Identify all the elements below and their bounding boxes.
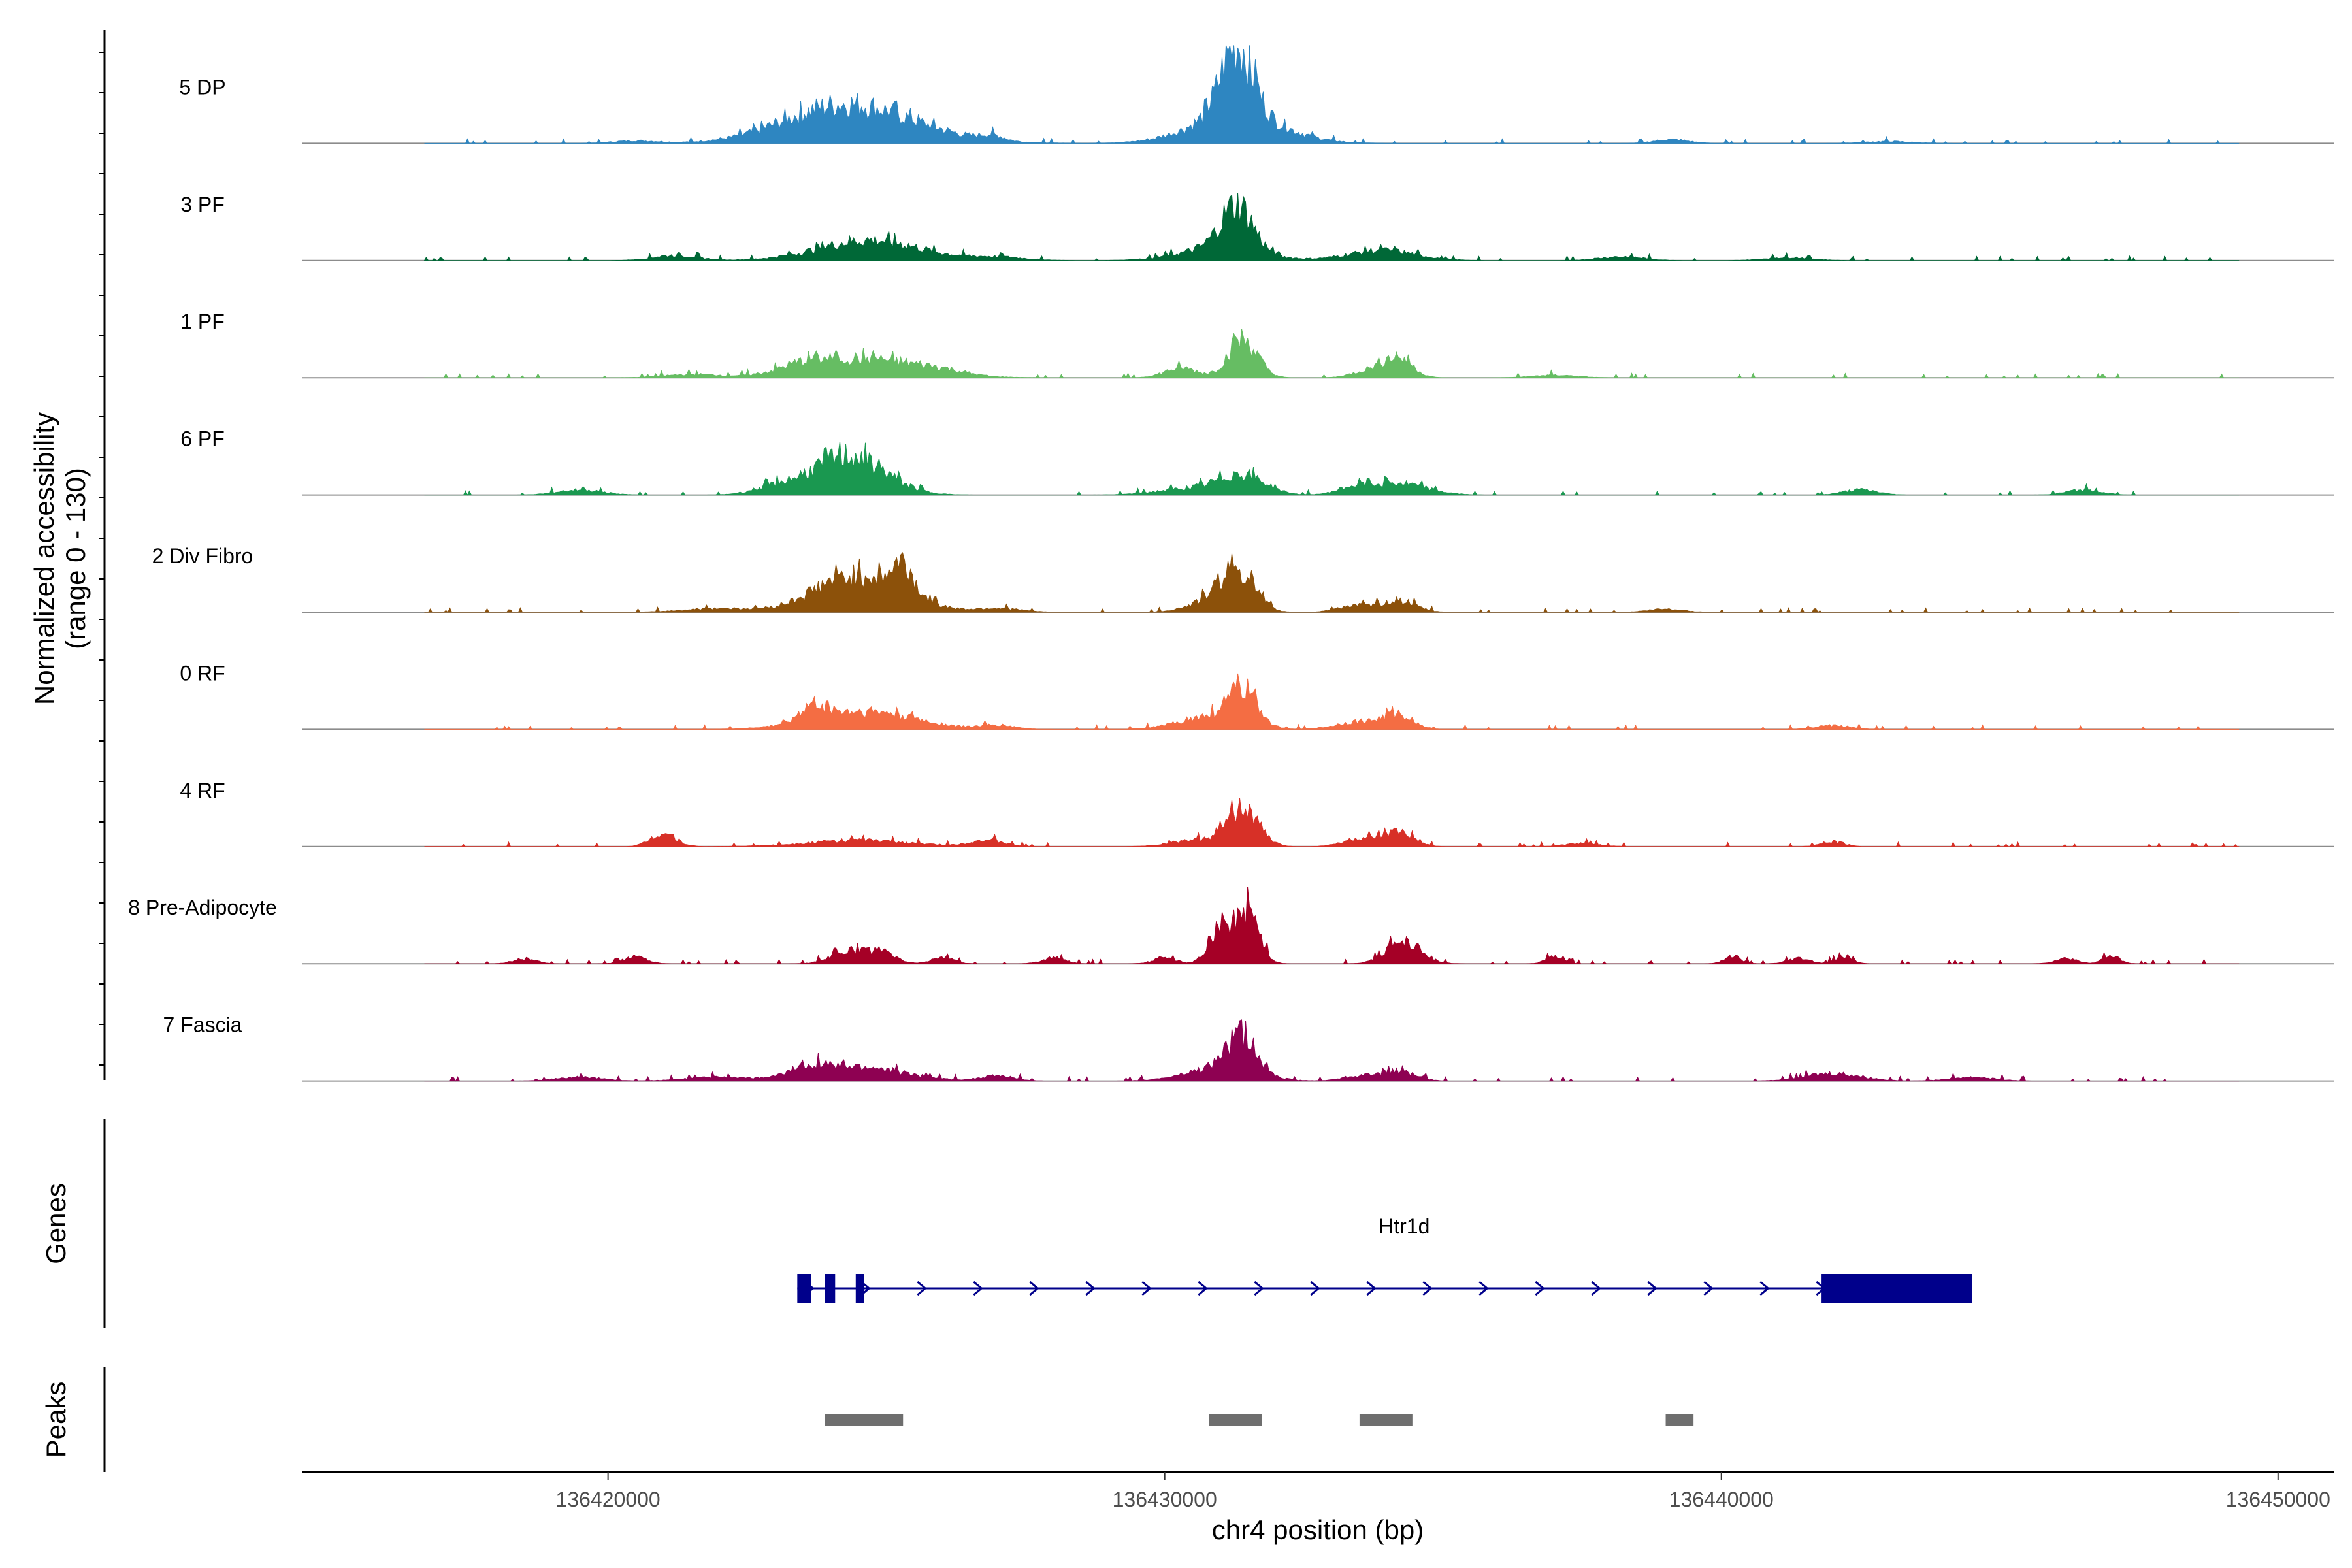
coverage-area (424, 551, 2240, 613)
gene-model: Htr1d (797, 1215, 1972, 1303)
coverage-area (424, 1019, 2240, 1082)
x-axis-title: chr4 position (bp) (1212, 1514, 1424, 1545)
coverage-area (424, 798, 2240, 847)
coverage-area (423, 192, 2240, 261)
gene-exon (855, 1274, 864, 1303)
strand-arrow (1085, 1281, 1096, 1296)
x-tick-label: 136450000 (2226, 1488, 2330, 1511)
strand-arrow (1141, 1281, 1152, 1296)
strand-arrow (1254, 1281, 1264, 1296)
strand-arrow (1759, 1281, 1770, 1296)
strand-arrow (1366, 1281, 1377, 1296)
peak-region (1359, 1414, 1413, 1426)
track-label: 0 RF (180, 661, 225, 685)
strand-arrow (1535, 1281, 1545, 1296)
coverage-area (424, 441, 2240, 496)
strand-arrow (1310, 1281, 1320, 1296)
track: 4 RF (180, 779, 2334, 847)
strand-arrow (1647, 1281, 1658, 1296)
gene-exon (1821, 1274, 1972, 1303)
track: 1 PF (180, 310, 2334, 379)
peaks-panel-label: Peaks (41, 1382, 71, 1458)
peak-regions (825, 1414, 1694, 1426)
genes-panel-label: Genes (41, 1183, 71, 1264)
y-axis-title-line2: (range 0 - 130) (60, 468, 91, 649)
track: 8 Pre-Adipocyte (128, 887, 2334, 965)
gene-exon (797, 1274, 811, 1303)
strand-arrow (973, 1281, 983, 1296)
gene-name-label: Htr1d (1379, 1215, 1429, 1238)
track: 5 DP (179, 45, 2334, 144)
y-axis-title-line1: Normalized accessibility (29, 412, 59, 705)
strand-arrow (917, 1281, 927, 1296)
track-label: 2 Div Fibro (152, 544, 253, 568)
strand-arrow (1422, 1281, 1433, 1296)
peak-region (825, 1414, 904, 1426)
x-tick-label: 136440000 (1669, 1488, 1774, 1511)
x-tick-label: 136430000 (1113, 1488, 1217, 1511)
track-label: 4 RF (180, 779, 225, 802)
peak-region (1665, 1414, 1694, 1426)
strand-arrow (1198, 1281, 1208, 1296)
track: 3 PF (180, 193, 2334, 261)
strand-arrow (1478, 1281, 1489, 1296)
coverage-area (424, 887, 2240, 965)
track-label: 8 Pre-Adipocyte (128, 896, 277, 919)
coverage-area (424, 673, 2240, 730)
coverage-area (424, 45, 2240, 144)
y-axis-ticks (99, 52, 105, 1066)
track-label: 1 PF (180, 310, 225, 333)
coverage-tracks: 5 DP 3 PF 1 PF 6 PF 2 Div Fibro 0 RF 4 RF 8 Pre… (128, 45, 2334, 1082)
track: 2 Div Fibro (152, 544, 2334, 613)
peak-region (1209, 1414, 1262, 1426)
track-label: 7 Fascia (163, 1013, 242, 1037)
track-label: 6 PF (180, 427, 225, 451)
track-label: 3 PF (180, 193, 225, 216)
strand-arrow (1591, 1281, 1601, 1296)
gene-exon (825, 1274, 836, 1303)
coverage-area (424, 329, 2240, 379)
x-tick-label: 136420000 (556, 1488, 661, 1511)
x-axis-ticks: 136420000 136430000 136440000 136450000 (556, 1472, 2330, 1511)
strand-arrow (1029, 1281, 1039, 1296)
track: 7 Fascia (163, 1013, 2334, 1082)
track-label: 5 DP (179, 75, 225, 99)
track: 0 RF (180, 661, 2334, 730)
strand-arrow (1703, 1281, 1714, 1296)
track: 6 PF (180, 427, 2334, 496)
